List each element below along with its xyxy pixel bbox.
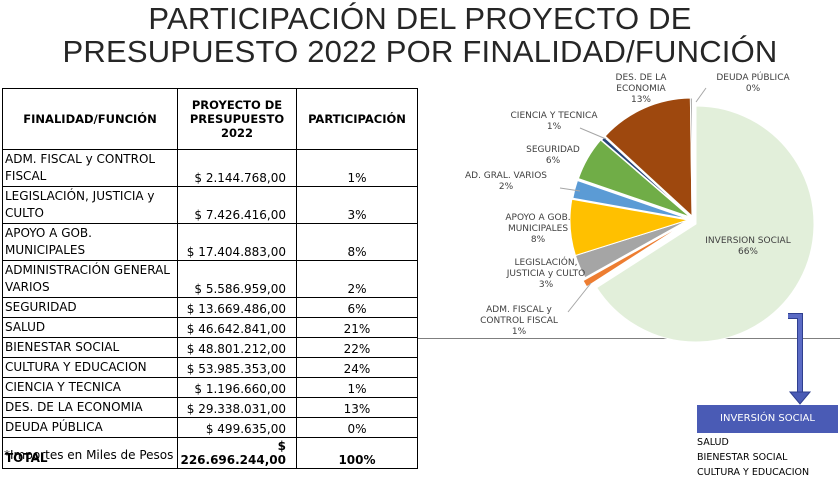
inversion-item-salud: SALUD xyxy=(697,437,729,448)
pie-slice xyxy=(596,105,815,343)
footnote: *Importes en Miles de Pesos xyxy=(4,448,174,462)
inversion-social-list: SALUD BIENESTAR SOCIAL CULTURA Y EDUCACI… xyxy=(697,435,809,480)
pie-slice xyxy=(569,198,689,257)
pie-slice-label: AD. GRAL. VARIOS 2% xyxy=(465,171,547,192)
row-amount: $ 48.801.212,00 xyxy=(177,337,297,358)
pie-slice xyxy=(582,222,687,288)
leader-line xyxy=(579,127,607,140)
pie-slice-label: DEUDA PÚBLICA 0% xyxy=(716,71,790,94)
table-row: APOYO A GOB. MUNICIPALES $ 17.404.883,00 8… xyxy=(2,223,418,261)
pie-slice-label: APOYO A GOB. MUNICIPALES 8% xyxy=(505,213,570,245)
table-row: BIENESTAR SOCIAL $ 48.801.212,00 22% xyxy=(2,337,418,358)
leader-line xyxy=(695,87,707,103)
page-title: PARTICIPACIÓN DEL PROYECTO DE PRESUPUEST… xyxy=(0,2,840,68)
pie-slice-label: DES. DE LA ECONOMIA 13% xyxy=(616,73,668,105)
row-amount: $ 46.642.841,00 xyxy=(177,317,297,338)
row-amount: $ 53.985.353,00 xyxy=(177,357,297,378)
leader-line xyxy=(567,282,592,313)
inversion-social-box: INVERSIÓN SOCIAL xyxy=(697,405,838,433)
pie-slice-label: CIENCIA Y TECNICA 1% xyxy=(511,111,599,132)
leader-line xyxy=(559,187,581,192)
row-name: CIENCIA Y TECNICA xyxy=(2,377,178,398)
table-row: LEGISLACIÓN, JUSTICIA y CULTO $ 7.426.416… xyxy=(2,186,418,224)
table-row: ADM. FISCAL y CONTROL FISCAL $ 2.144.768,… xyxy=(2,149,418,187)
inversion-item-cultura: CULTURA Y EDUCACION xyxy=(697,467,810,478)
row-amount: $ 7.426.416,00 xyxy=(177,186,297,224)
down-arrow xyxy=(788,313,812,405)
row-pct: 2% xyxy=(296,260,418,298)
table-row: CIENCIA Y TECNICA $ 1.196.660,00 1% xyxy=(2,377,418,398)
pie-slice-label: INVERSION SOCIAL 66% xyxy=(705,236,790,257)
row-amount: $ 17.404.883,00 xyxy=(177,223,297,261)
row-pct: 21% xyxy=(296,317,418,338)
table-row: SALUD $ 46.642.841,00 21% xyxy=(2,317,418,338)
header-participacion: PARTICIPACIÓN xyxy=(296,88,418,150)
pie-slice xyxy=(689,97,693,217)
table-row: CULTURA Y EDUCACION $ 53.985.353,00 24% xyxy=(2,357,418,378)
title-line-1: PARTICIPACIÓN DEL PROYECTO DE xyxy=(148,1,692,36)
row-amount: $ 29.338.031,00 xyxy=(177,397,297,418)
row-amount: $ 1.196.660,00 xyxy=(177,377,297,398)
pie-slice-label: SEGURIDAD 6% xyxy=(526,145,580,166)
divider-line xyxy=(418,338,840,339)
row-name: ADM. FISCAL y CONTROL FISCAL xyxy=(2,149,178,187)
pie-slice xyxy=(604,97,693,218)
total-amount: $ 226.696.244,00 xyxy=(177,437,297,469)
row-name: SALUD xyxy=(2,317,178,338)
table-row: SEGURIDAD $ 13.669.486,00 6% xyxy=(2,297,418,318)
row-name: DES. DE LA ECONOMIA xyxy=(2,397,178,418)
pie-slice xyxy=(600,136,692,218)
pie-slice-label: ADM. FISCAL y CONTROL FISCAL 1% xyxy=(480,305,558,337)
row-name: ADMINISTRACIÓN GENERAL VARIOS xyxy=(2,260,178,298)
table-total-row: TOTAL $ 226.696.244,00 100% xyxy=(2,437,418,469)
row-pct: 22% xyxy=(296,337,418,358)
pie-slice xyxy=(577,139,691,218)
total-pct: 100% xyxy=(296,437,418,469)
row-name: LEGISLACIÓN, JUSTICIA y CULTO xyxy=(2,186,178,224)
row-pct: 8% xyxy=(296,223,418,261)
total-name: TOTAL xyxy=(2,437,178,469)
row-pct: 3% xyxy=(296,186,418,224)
row-name: APOYO A GOB. MUNICIPALES xyxy=(2,223,178,261)
budget-table: FINALIDAD/FUNCIÓN PROYECTO DE PRESUPUEST… xyxy=(2,88,418,469)
table-row: DES. DE LA ECONOMIA $ 29.338.031,00 13% xyxy=(2,397,418,418)
row-pct: 1% xyxy=(296,149,418,187)
row-amount: $ 2.144.768,00 xyxy=(177,149,297,187)
table-header-row: FINALIDAD/FUNCIÓN PROYECTO DE PRESUPUEST… xyxy=(2,88,418,150)
row-amount: $ 13.669.486,00 xyxy=(177,297,297,318)
pie-slice xyxy=(572,179,690,220)
title-line-2: PRESUPUESTO 2022 POR FINALIDAD/FUNCIÓN xyxy=(62,34,778,69)
header-finalidad: FINALIDAD/FUNCIÓN xyxy=(2,88,178,150)
pie-slice-label: LEGISLACIÓN, JUSTICIA y CULTO 3% xyxy=(506,256,585,290)
inversion-item-bienestar: BIENESTAR SOCIAL xyxy=(697,452,788,463)
